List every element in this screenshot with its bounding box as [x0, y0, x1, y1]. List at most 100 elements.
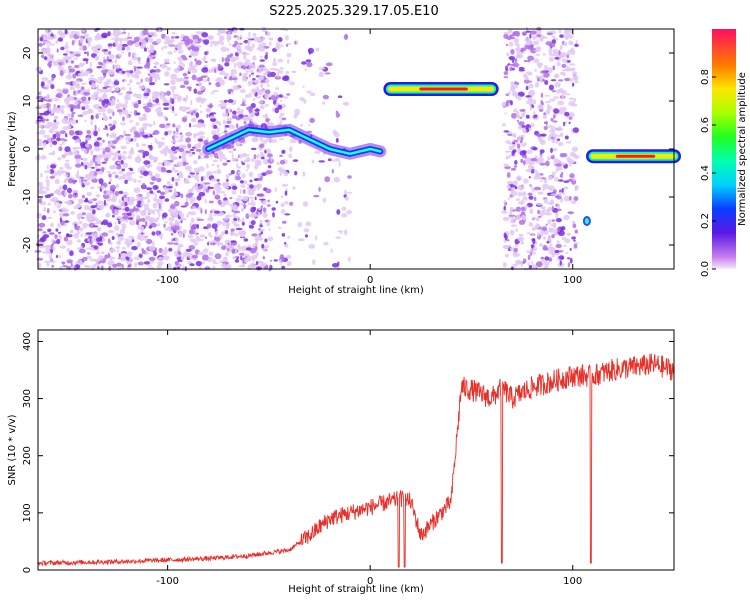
noise-speck	[83, 91, 91, 96]
noise-speck	[557, 138, 561, 141]
noise-speck	[226, 178, 229, 182]
noise-speck	[510, 167, 517, 171]
noise-speck	[132, 137, 137, 142]
noise-speck	[235, 116, 241, 121]
noise-speck	[222, 256, 228, 263]
noise-speck	[44, 170, 51, 174]
noise-speck	[555, 163, 562, 167]
noise-speck	[242, 117, 247, 121]
noise-speck	[552, 189, 557, 194]
noise-speck	[55, 39, 59, 45]
noise-speck	[569, 257, 573, 264]
noise-speck	[562, 153, 568, 158]
noise-speck	[157, 223, 160, 227]
noise-speck	[331, 159, 336, 162]
noise-speck	[192, 117, 196, 122]
noise-speck	[561, 236, 567, 241]
noise-speck	[124, 206, 130, 212]
noise-speck	[88, 235, 91, 240]
noise-speck	[544, 94, 550, 97]
noise-speck	[531, 233, 534, 236]
noise-speck	[200, 208, 203, 214]
noise-speck	[115, 211, 119, 215]
noise-speck	[209, 213, 213, 219]
noise-speck	[226, 33, 231, 37]
noise-speck	[192, 34, 200, 41]
noise-speck	[158, 146, 161, 149]
noise-speck	[233, 217, 238, 222]
noise-speck	[531, 35, 538, 39]
noise-speck	[206, 171, 210, 177]
noise-speck	[76, 239, 81, 243]
noise-speck	[117, 102, 123, 108]
noise-speck	[530, 123, 535, 128]
noise-speck	[122, 116, 125, 122]
noise-speck	[239, 37, 242, 40]
noise-speck	[210, 43, 213, 48]
noise-speck	[82, 256, 88, 262]
noise-speck	[102, 150, 106, 155]
noise-speck	[515, 114, 521, 119]
noise-speck	[191, 68, 198, 74]
noise-speck	[135, 142, 140, 148]
noise-speck	[49, 122, 56, 125]
noise-speck	[191, 74, 197, 81]
noise-speck	[208, 251, 214, 256]
noise-speck	[258, 228, 266, 232]
noise-speck	[146, 102, 153, 108]
noise-speck	[197, 138, 203, 142]
noise-speck	[107, 222, 113, 228]
noise-speck	[568, 196, 572, 201]
noise-speck	[212, 89, 219, 93]
noise-speck	[177, 174, 184, 179]
noise-speck	[154, 68, 161, 73]
noise-speck	[72, 73, 77, 79]
noise-speck	[262, 256, 266, 260]
noise-speck	[67, 113, 72, 118]
noise-speck	[337, 230, 343, 233]
noise-speck	[159, 123, 166, 129]
noise-speck	[62, 62, 66, 66]
noise-speck	[169, 42, 174, 46]
noise-speck	[112, 111, 115, 117]
noise-speck	[517, 191, 523, 197]
noise-speck	[550, 155, 555, 160]
noise-speck	[559, 45, 563, 51]
noise-speck	[145, 250, 149, 255]
noise-speck	[148, 256, 156, 261]
noise-speck	[59, 30, 63, 37]
noise-speck	[205, 191, 210, 194]
noise-speck	[264, 238, 268, 243]
noise-speck	[170, 213, 177, 217]
noise-speck	[527, 55, 534, 61]
noise-speck	[212, 58, 217, 63]
noise-speck	[514, 265, 517, 268]
noise-speck	[221, 105, 227, 110]
noise-speck	[222, 182, 229, 188]
noise-speck	[182, 72, 188, 77]
noise-speck	[302, 171, 306, 177]
noise-speck	[195, 112, 200, 118]
noise-speck	[136, 193, 139, 200]
noise-speck	[565, 141, 572, 144]
noise-speck	[217, 63, 221, 69]
noise-speck	[566, 156, 572, 162]
noise-speck	[281, 149, 286, 154]
noise-speck	[133, 66, 137, 72]
noise-speck	[70, 262, 73, 268]
noise-speck	[51, 140, 58, 145]
colorbar-label: Normalized spectral amplitude	[737, 72, 748, 226]
noise-speck	[260, 205, 263, 209]
noise-speck	[571, 236, 576, 240]
noise-speck	[269, 41, 272, 46]
noise-speck	[220, 101, 227, 108]
noise-speck	[127, 36, 133, 39]
noise-speck	[162, 102, 170, 107]
noise-speck	[68, 129, 75, 136]
noise-speck	[574, 229, 579, 234]
noise-speck	[110, 37, 115, 40]
noise-speck	[241, 221, 245, 226]
noise-speck	[563, 244, 567, 247]
noise-speck	[287, 235, 290, 239]
noise-speck	[221, 231, 225, 236]
